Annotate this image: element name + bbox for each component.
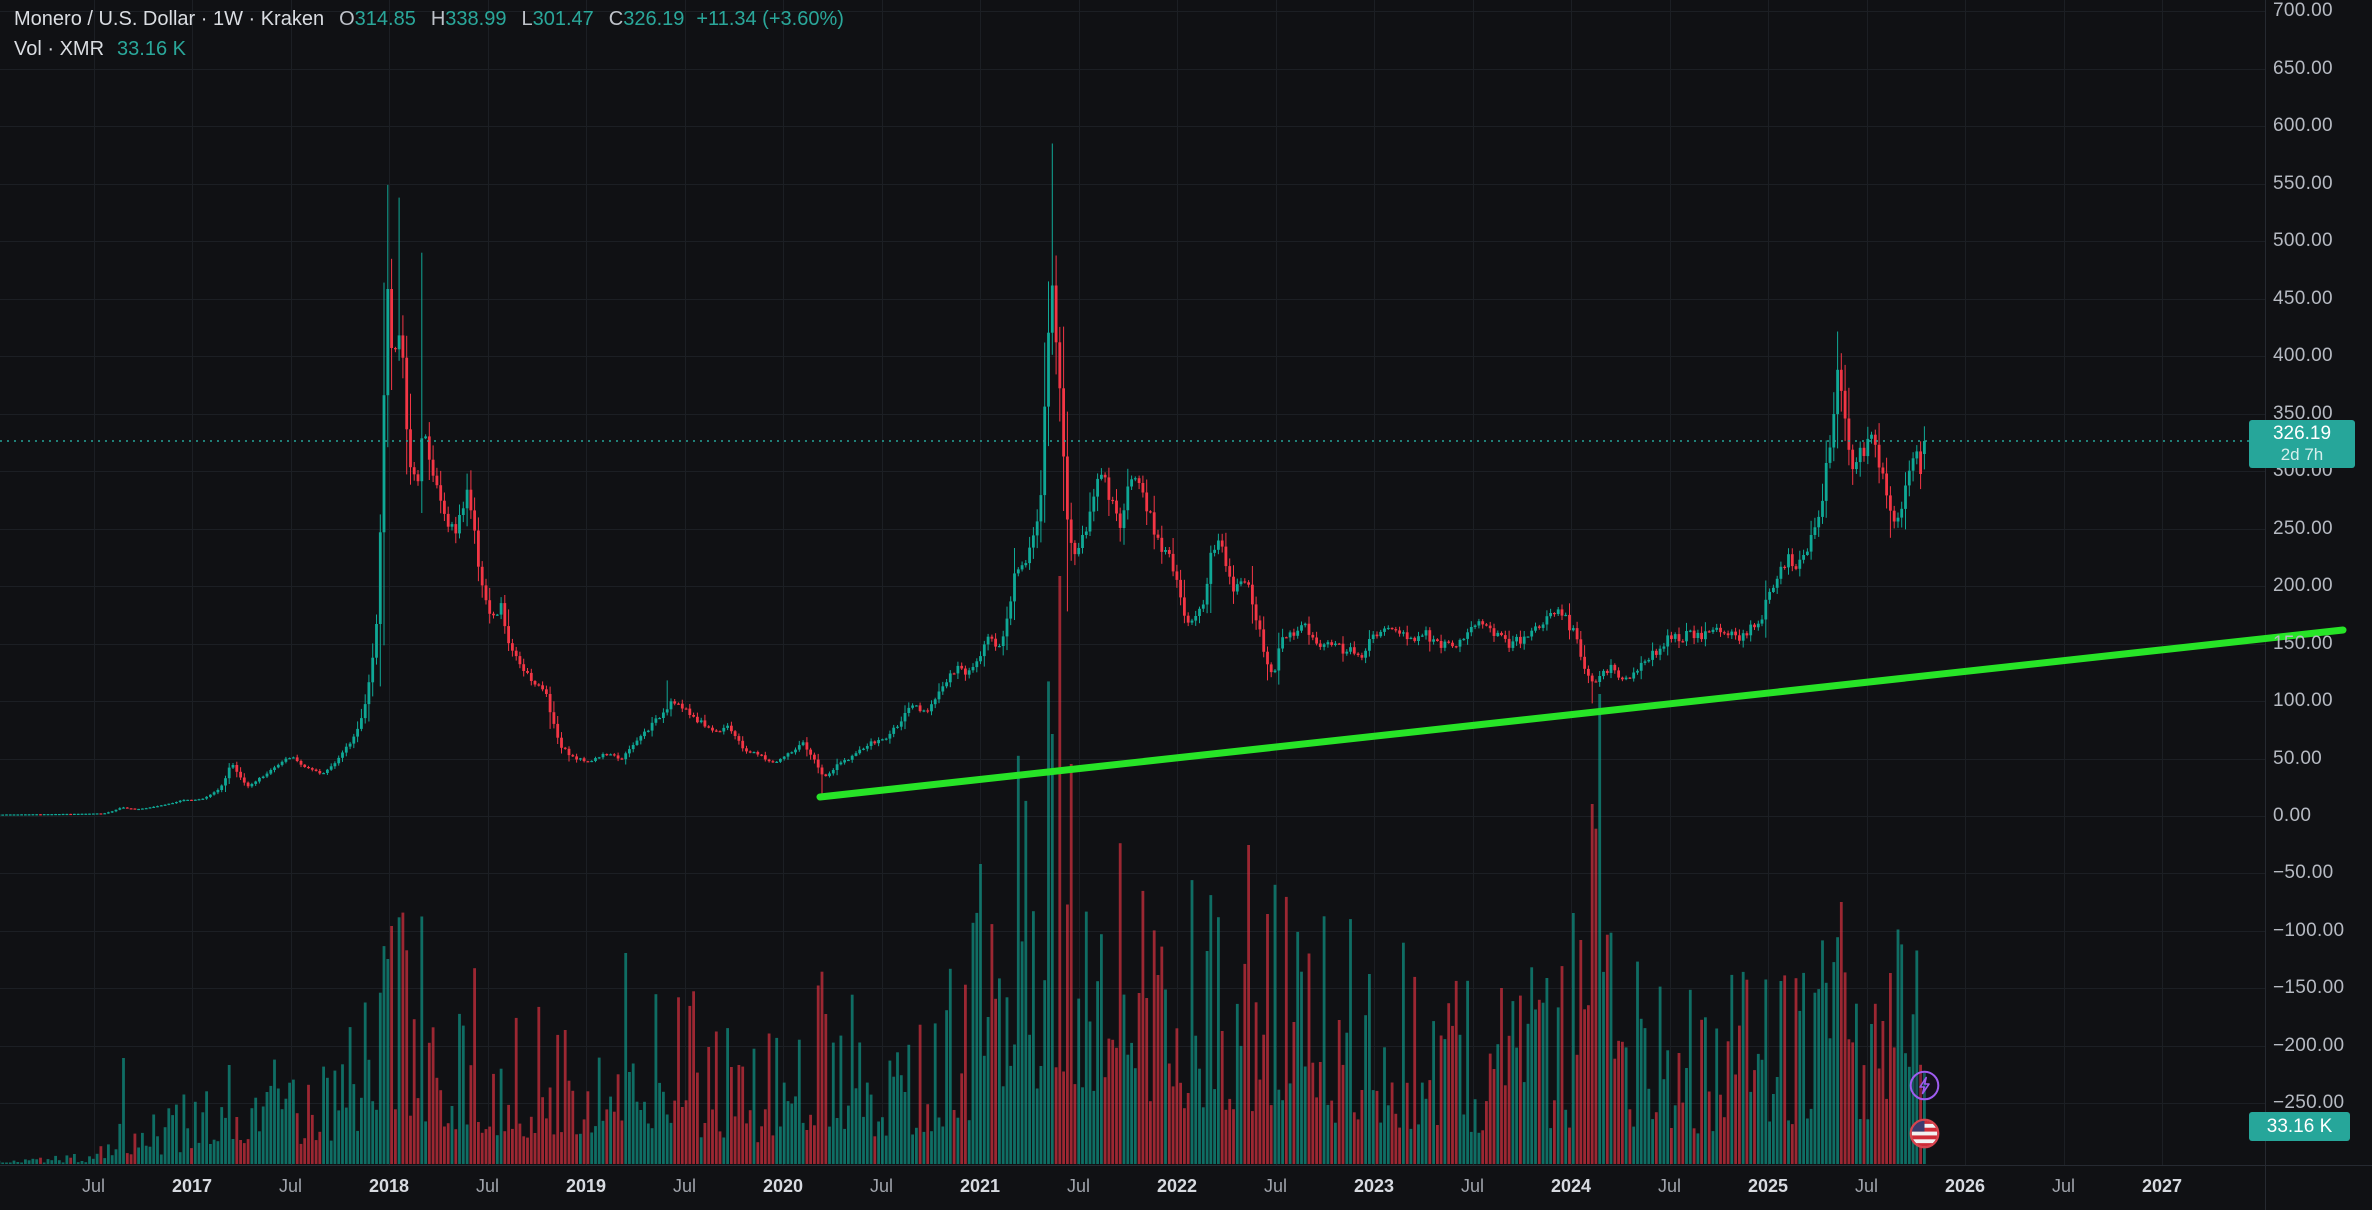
close-label: C [608,8,624,30]
time-tick: Jul [1854,1176,1879,1196]
price-tick: 650.00 [2273,57,2333,79]
price-tick: 350.00 [2273,402,2333,424]
time-tick: 2026 [1944,1176,1986,1196]
price-tick: −50.00 [2273,862,2334,884]
price-axis[interactable]: 700.00 650.00 600.00 550.00 500.00 450.00 400.… [2265,0,2372,1210]
time-tick: 2017 [171,1176,213,1196]
price-tick: 250.00 [2273,517,2333,539]
low-label: L [521,8,533,30]
price-tick: −250.00 [2273,1092,2345,1114]
candlesticks [0,143,1926,816]
lightning-icon [1909,1070,1940,1101]
high-value: 338.99 [445,8,507,30]
time-tick: Jul [1657,1176,1682,1196]
price-tick: 550.00 [2273,172,2333,194]
price-tick: 700.00 [2273,0,2333,22]
low-value: 301.47 [532,8,594,30]
time-tick: Jul [81,1176,106,1196]
volume-bars [0,576,1926,1164]
time-tick: 2021 [959,1176,1001,1196]
chart-legend[interactable]: Monero / U.S. Dollar · 1W · Kraken O314.… [14,7,844,61]
open-label: O [339,8,355,30]
open-value: 314.85 [354,8,416,30]
volume-info-row: Vol · XMR 33.16 K [14,37,844,61]
symbol-title[interactable]: Monero / U.S. Dollar · 1W · Kraken [14,8,325,30]
price-tick: −100.00 [2273,919,2345,941]
volume-value: 33.16 K [117,38,186,60]
change-value: +11.34 (+3.60%) [696,8,844,30]
time-tick: Jul [2051,1176,2076,1196]
price-tick: 450.00 [2273,287,2333,309]
high-label: H [430,8,446,30]
market-flag-button[interactable] [1908,1117,1941,1150]
time-tick: 2025 [1747,1176,1789,1196]
price-tick: 50.00 [2273,747,2323,769]
time-tick: Jul [869,1176,894,1196]
time-tick: 2027 [2141,1176,2183,1196]
time-tick: 2018 [368,1176,410,1196]
time-tick: 2024 [1550,1176,1592,1196]
trendline [816,626,2347,801]
close-value: 326.19 [623,8,685,30]
symbol-info-row: Monero / U.S. Dollar · 1W · Kraken O314.… [14,7,844,31]
price-tick: −150.00 [2273,977,2345,999]
time-tick: Jul [1263,1176,1288,1196]
volume-badge-value: 33.16 K [2266,1116,2333,1137]
time-tick: Jul [278,1176,303,1196]
volume-badge: 33.16 K [2249,1112,2350,1141]
time-tick: Jul [1460,1176,1485,1196]
ohlc-high: H338.99 [431,7,507,31]
current-price-value: 326.19 [2272,423,2332,445]
ohlc-close: C326.19 [609,7,685,31]
grid-lines [0,0,2265,1165]
ohlc-open: O314.85 [339,7,416,31]
price-tick: 400.00 [2273,345,2333,367]
time-tick: 2019 [565,1176,607,1196]
time-axis[interactable]: Jul 2017 Jul 2018 Jul 2019 Jul 2020 Jul 2021 Jul 20… [0,1165,2372,1210]
price-tick: 150.00 [2273,632,2333,654]
time-tick: 2023 [1353,1176,1395,1196]
price-tick: −200.00 [2273,1034,2345,1056]
us-flag-icon [1909,1118,1940,1149]
price-tick: 100.00 [2273,690,2333,712]
price-tick: 600.00 [2273,115,2333,137]
volume-label[interactable]: Vol · XMR [14,38,105,60]
instant-trading-button[interactable] [1908,1069,1941,1102]
ohlc-low: L301.47 [521,7,593,31]
bar-countdown: 2d 7h [2280,445,2324,465]
time-tick: Jul [475,1176,500,1196]
current-price-badge: 326.19 2d 7h [2249,420,2355,469]
price-tick: 0.00 [2273,805,2312,826]
time-tick: Jul [1066,1176,1091,1196]
price-tick: 200.00 [2273,575,2333,597]
time-tick: 2022 [1156,1176,1198,1196]
price-tick: 500.00 [2273,230,2333,252]
time-tick: 2020 [762,1176,804,1196]
time-tick: Jul [672,1176,697,1196]
